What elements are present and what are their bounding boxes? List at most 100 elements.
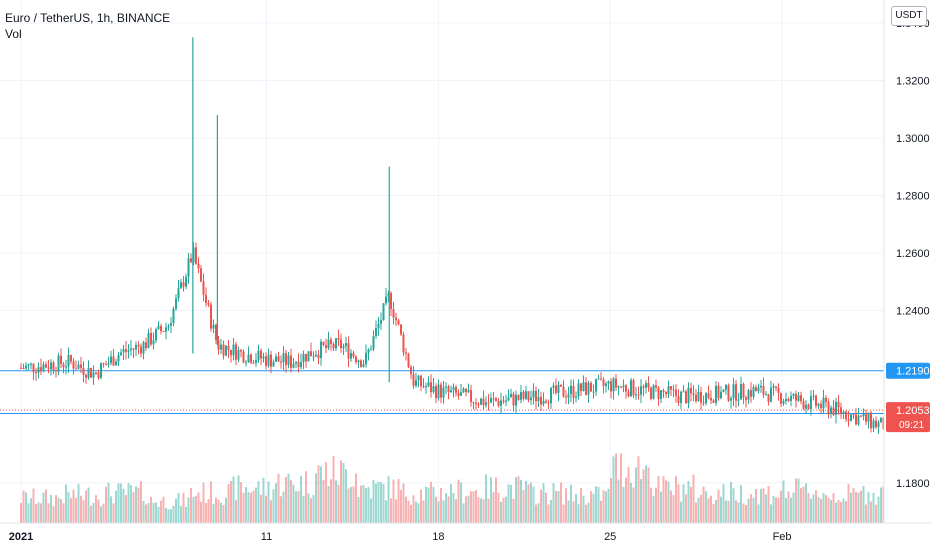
volume-bar (337, 484, 340, 523)
volume-bar (252, 490, 255, 523)
candle-body (415, 380, 417, 386)
price-tick-label: 1.1800 (896, 478, 930, 490)
candle-body (25, 365, 27, 369)
volume-bar (475, 489, 477, 523)
candle-body (395, 317, 397, 321)
volume-bar (257, 481, 260, 523)
candle-body (367, 349, 370, 353)
volume-bar (247, 492, 250, 523)
volume-bar (765, 494, 767, 523)
candle-body (782, 401, 785, 404)
candle-body (382, 303, 385, 320)
volume-bar (267, 481, 270, 523)
candle-body (827, 402, 830, 415)
candle-body (502, 400, 505, 402)
volume-bar (507, 484, 510, 523)
candle-body (497, 400, 500, 406)
volume-bar (517, 476, 520, 523)
candle-body (492, 398, 495, 400)
candle-body (387, 293, 390, 297)
volume-bar (537, 503, 540, 523)
candle-body (462, 388, 465, 393)
volume-bar (562, 504, 565, 523)
candle-body (205, 294, 207, 303)
candle-body (732, 384, 735, 399)
current-price-badge-bg (886, 402, 930, 433)
volume-bar (345, 469, 347, 523)
candle-body (105, 364, 107, 366)
candle-body (95, 372, 97, 374)
candle-body (122, 349, 125, 353)
candle-body (602, 379, 605, 386)
volume-bar (720, 496, 722, 523)
candle-body (175, 298, 177, 309)
volume-bar (297, 491, 300, 523)
volume-bar (42, 492, 45, 523)
candle-body (675, 389, 677, 397)
candle-body (115, 361, 117, 366)
volume-bar (427, 487, 430, 523)
volume-bar (560, 482, 562, 523)
candle-body (635, 394, 637, 396)
volume-bar (420, 489, 422, 523)
volume-bar (647, 467, 650, 523)
candle-body (685, 391, 687, 404)
candle-body (467, 390, 470, 393)
candle-body (270, 354, 272, 367)
volume-bar (340, 460, 342, 523)
volume-bar (305, 471, 307, 523)
volume-indicator-label[interactable]: Vol (5, 27, 22, 41)
candle-body (370, 349, 372, 351)
volume-bar (872, 492, 875, 523)
volume-bar (515, 477, 517, 523)
time-axis-bg (0, 523, 932, 550)
candle-body (835, 401, 837, 415)
candle-body (22, 367, 25, 369)
candle-body (172, 308, 175, 324)
candle-body (777, 387, 780, 394)
price-tick-label: 1.2400 (896, 305, 930, 317)
volume-bar (425, 486, 427, 523)
volume-bar (380, 482, 382, 523)
candle-body (212, 324, 215, 329)
candle-body (290, 355, 292, 368)
volume-bar (547, 504, 550, 523)
candle-body (110, 356, 112, 364)
candle-body (577, 383, 580, 397)
candle-body (735, 384, 737, 401)
candle-body (260, 350, 262, 359)
candle-body (87, 367, 90, 378)
candle-body (812, 395, 815, 397)
volume-bar (302, 495, 305, 523)
candle-body (610, 381, 612, 392)
candle-body (557, 384, 560, 393)
volume-bar (557, 491, 560, 523)
volume-bar (697, 497, 700, 523)
volume-bar (70, 498, 72, 523)
candle-body (800, 395, 802, 402)
volume-bar (327, 485, 330, 523)
volume-bar (845, 501, 847, 523)
volume-bar (742, 503, 745, 523)
candle-body (522, 391, 525, 399)
candle-body (712, 400, 715, 403)
candle-body (700, 392, 702, 403)
candle-body (245, 362, 247, 364)
volume-bar (57, 498, 60, 523)
candle-body (880, 417, 882, 423)
candle-body (632, 380, 635, 396)
candle-body (42, 364, 45, 372)
volume-bar (362, 485, 365, 523)
volume-bar (405, 496, 407, 523)
candle-body (802, 401, 805, 409)
candle-body (72, 361, 75, 369)
volume-bar (837, 500, 840, 523)
candle-body (667, 386, 670, 395)
currency-button[interactable]: USDT (891, 6, 927, 26)
volume-bar (225, 497, 227, 523)
volume-bar (72, 489, 75, 523)
volume-bar (277, 473, 280, 523)
volume-bar (875, 504, 877, 523)
candle-body (470, 390, 472, 403)
